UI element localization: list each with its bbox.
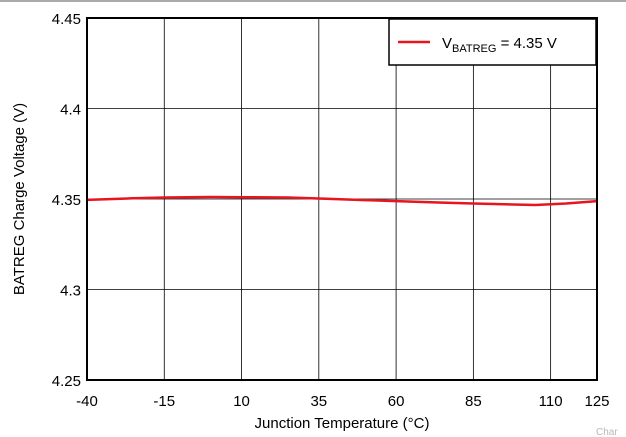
y-tick-label: 4.25 — [52, 373, 81, 390]
series-line — [86, 195, 598, 207]
y-tick-label: 4.35 — [52, 192, 81, 209]
legend-label: VBATREG = 4.35 V — [442, 35, 557, 55]
x-tick-label: 110 — [539, 393, 563, 410]
x-tick-label: -15 — [153, 393, 175, 410]
legend: VBATREG = 4.35 V — [388, 18, 597, 66]
x-tick-label: 35 — [310, 393, 327, 410]
x-tick-label: 125 — [584, 393, 609, 410]
y-axis-label: BATREG Charge Voltage (V) — [11, 103, 28, 295]
x-tick-label: 85 — [465, 393, 482, 410]
series-layer — [86, 195, 598, 207]
x-tick-labels: -40 -15 10 35 60 85 110 125 — [76, 393, 609, 410]
plot-frame — [86, 17, 598, 381]
legend-label-suffix: = 4.35 V — [496, 35, 556, 52]
x-axis-label: Junction Temperature (°C) — [255, 415, 430, 432]
watermark: Char — [596, 427, 618, 437]
legend-label-main: V — [442, 35, 452, 52]
y-tick-label: 4.4 — [60, 102, 81, 119]
y-tick-labels: 4.25 4.3 4.35 4.4 4.45 — [52, 11, 81, 390]
y-tick-label: 4.3 — [60, 283, 81, 300]
legend-label-sub: BATREG — [452, 43, 496, 55]
x-tick-label: -40 — [76, 393, 98, 410]
x-tick-label: 60 — [388, 393, 405, 410]
x-tick-label: 10 — [233, 393, 250, 410]
y-tick-label: 4.45 — [52, 11, 81, 28]
